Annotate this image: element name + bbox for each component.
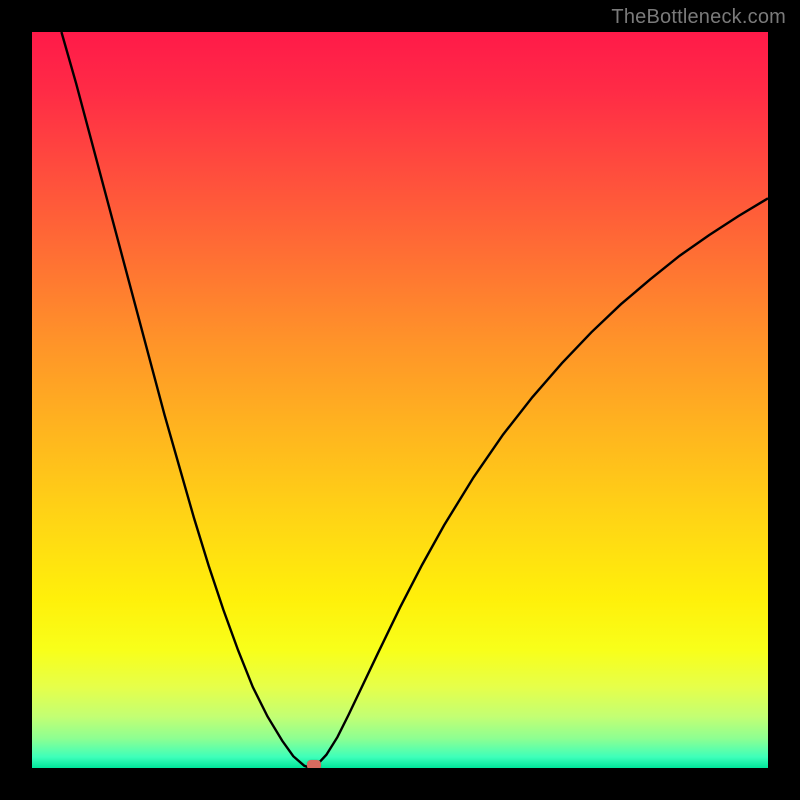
plot-area (32, 32, 768, 768)
chart-frame: TheBottleneck.com (0, 0, 800, 800)
bottleneck-curve (32, 32, 768, 768)
watermark-text: TheBottleneck.com (611, 6, 786, 29)
minimum-marker (307, 760, 321, 768)
